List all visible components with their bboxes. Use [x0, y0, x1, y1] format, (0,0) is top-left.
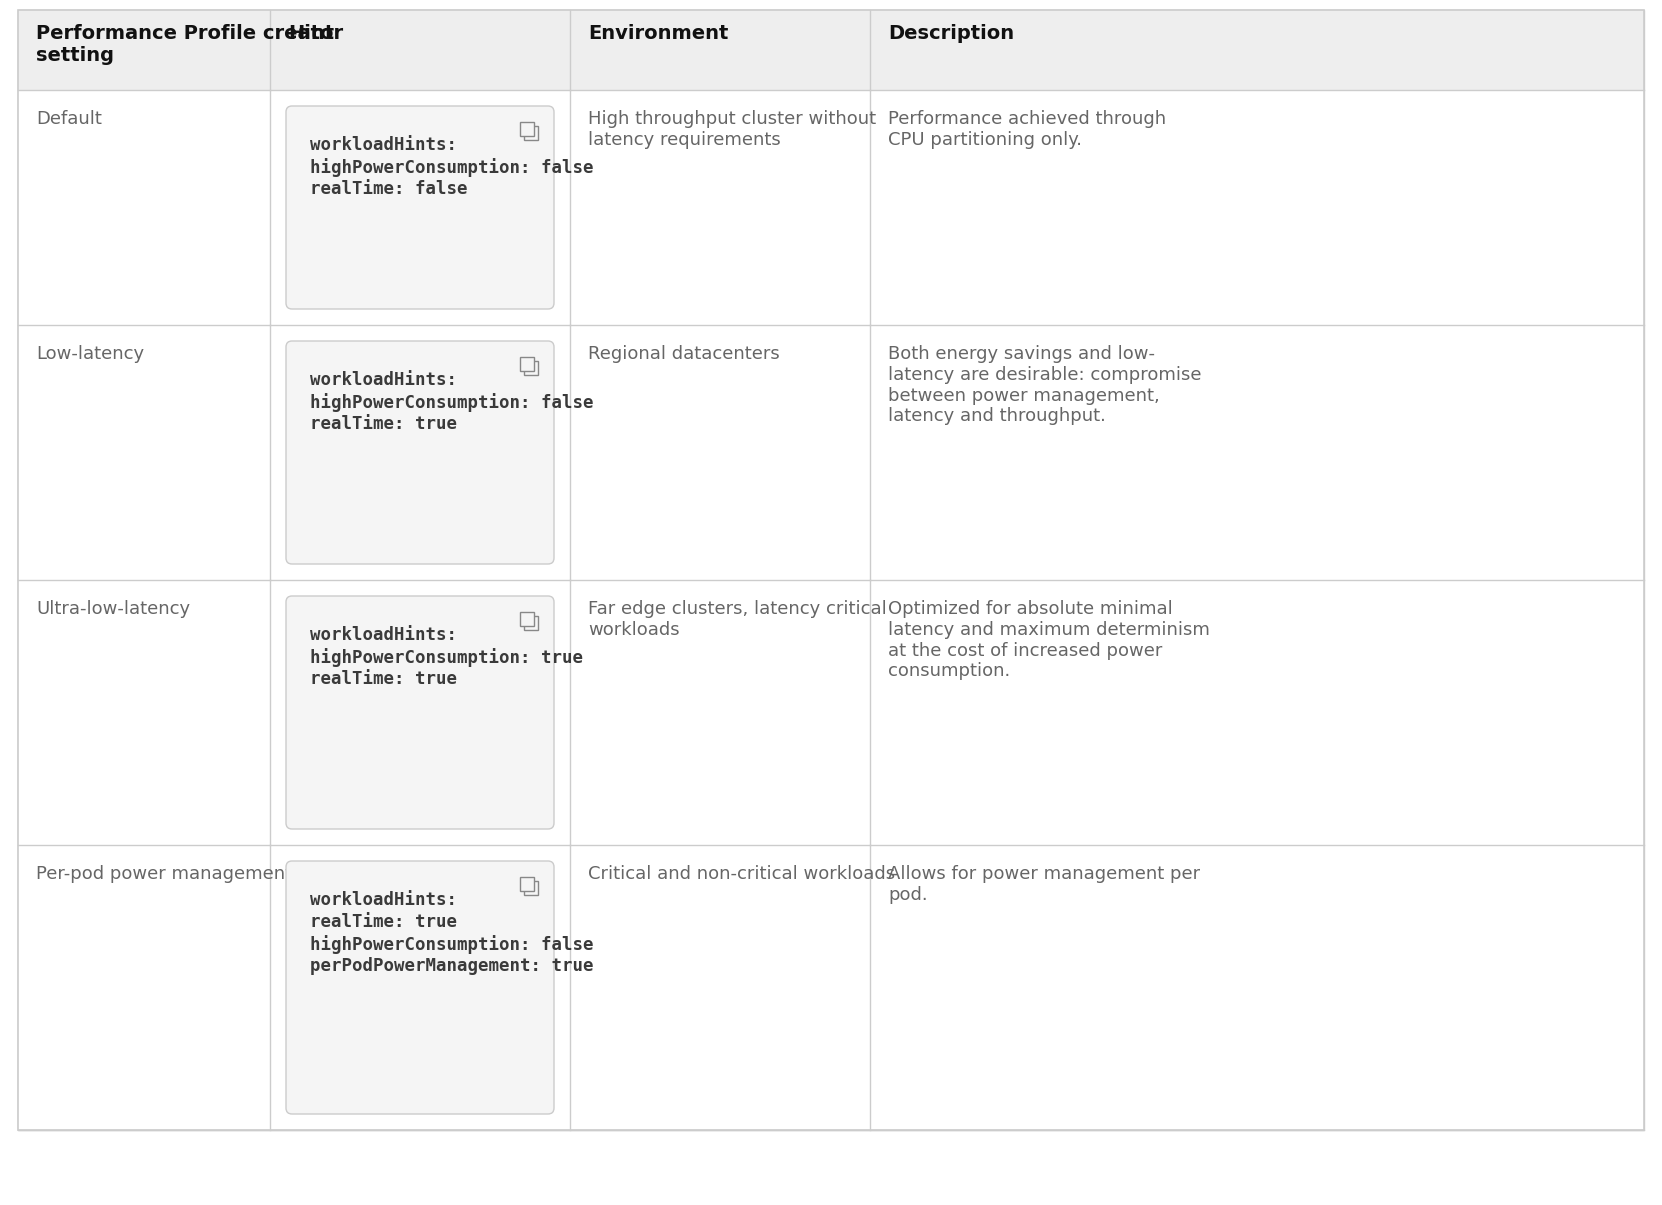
- Text: workloadHints:: workloadHints:: [311, 371, 457, 389]
- Text: Both energy savings and low-
latency are desirable: compromise
between power man: Both energy savings and low- latency are…: [888, 345, 1202, 425]
- Text: realTime: true: realTime: true: [311, 415, 457, 433]
- Text: Far edge clusters, latency critical
workloads: Far edge clusters, latency critical work…: [588, 600, 888, 639]
- Text: realTime: false: realTime: false: [311, 180, 467, 198]
- Bar: [524, 881, 538, 895]
- Text: workloadHints:: workloadHints:: [311, 627, 457, 643]
- Bar: [520, 357, 534, 371]
- Bar: [18, 580, 1644, 845]
- Text: workloadHints:: workloadHints:: [311, 890, 457, 909]
- Text: workloadHints:: workloadHints:: [311, 136, 457, 154]
- Bar: [18, 325, 1644, 580]
- Text: Default: Default: [37, 110, 101, 128]
- Bar: [520, 612, 534, 627]
- Text: Environment: Environment: [588, 24, 728, 43]
- FancyBboxPatch shape: [286, 596, 553, 829]
- Bar: [18, 10, 1644, 90]
- Text: highPowerConsumption: true: highPowerConsumption: true: [311, 648, 583, 668]
- Bar: [520, 122, 534, 136]
- Text: Performance achieved through
CPU partitioning only.: Performance achieved through CPU partiti…: [888, 110, 1167, 148]
- Text: perPodPowerManagement: true: perPodPowerManagement: true: [311, 957, 593, 975]
- Text: realTime: true: realTime: true: [311, 670, 457, 688]
- Text: Optimized for absolute minimal
latency and maximum determinism
at the cost of in: Optimized for absolute minimal latency a…: [888, 600, 1210, 681]
- FancyBboxPatch shape: [286, 862, 553, 1113]
- Bar: [524, 362, 538, 375]
- Bar: [520, 877, 534, 890]
- Text: Description: Description: [888, 24, 1014, 43]
- Text: Per-pod power management: Per-pod power management: [37, 865, 293, 883]
- Text: Hint: Hint: [288, 24, 334, 43]
- Bar: [524, 616, 538, 630]
- FancyBboxPatch shape: [286, 106, 553, 308]
- Text: highPowerConsumption: false: highPowerConsumption: false: [311, 393, 593, 412]
- Text: highPowerConsumption: false: highPowerConsumption: false: [311, 935, 593, 954]
- Text: realTime: true: realTime: true: [311, 913, 457, 931]
- Text: Regional datacenters: Regional datacenters: [588, 345, 779, 363]
- Text: Ultra-low-latency: Ultra-low-latency: [37, 600, 189, 618]
- Text: High throughput cluster without
latency requirements: High throughput cluster without latency …: [588, 110, 876, 148]
- Text: highPowerConsumption: false: highPowerConsumption: false: [311, 158, 593, 177]
- Text: Performance Profile creator
setting: Performance Profile creator setting: [37, 24, 342, 65]
- Text: Allows for power management per
pod.: Allows for power management per pod.: [888, 865, 1200, 904]
- Text: Critical and non-critical workloads: Critical and non-critical workloads: [588, 865, 896, 883]
- FancyBboxPatch shape: [286, 341, 553, 564]
- Text: Low-latency: Low-latency: [37, 345, 145, 363]
- Bar: [18, 845, 1644, 1130]
- Bar: [18, 90, 1644, 325]
- Bar: [524, 127, 538, 140]
